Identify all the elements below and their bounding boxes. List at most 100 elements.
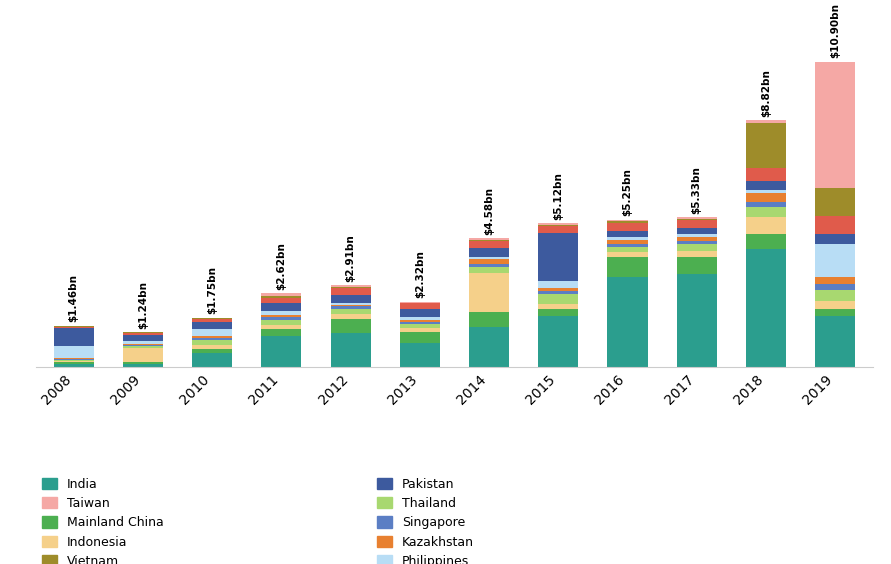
Text: $2.32bn: $2.32bn [415, 250, 425, 298]
Bar [538, 225, 578, 226]
Bar [815, 284, 855, 290]
Bar [192, 319, 233, 322]
Bar [192, 322, 233, 329]
Bar [400, 302, 440, 303]
Bar [331, 295, 371, 303]
Text: $8.82bn: $8.82bn [761, 69, 771, 117]
Bar [538, 226, 578, 233]
Bar [53, 328, 94, 346]
Bar [123, 341, 163, 343]
Bar [815, 233, 855, 244]
Bar [331, 285, 371, 287]
Bar [123, 363, 163, 364]
Bar [261, 329, 301, 336]
Bar [815, 188, 855, 215]
Bar [746, 201, 786, 207]
Bar [676, 274, 716, 367]
Bar [746, 207, 786, 217]
Bar [123, 343, 163, 345]
Bar [400, 322, 440, 324]
Bar [192, 318, 233, 319]
Bar [538, 303, 578, 309]
Bar [53, 363, 94, 364]
Bar [192, 336, 233, 338]
Bar [746, 120, 786, 123]
Bar [53, 364, 94, 367]
Bar [538, 281, 578, 288]
Bar [261, 293, 301, 296]
Bar [261, 297, 301, 303]
Bar [469, 241, 509, 248]
Bar [400, 343, 440, 367]
Bar [331, 305, 371, 306]
Bar [261, 303, 301, 311]
Bar [469, 312, 509, 328]
Bar [538, 316, 578, 367]
Text: $1.46bn: $1.46bn [69, 275, 78, 323]
Bar [400, 332, 440, 343]
Bar [469, 257, 509, 259]
Text: $5.25bn: $5.25bn [623, 169, 633, 217]
Bar [331, 333, 371, 367]
Bar [815, 301, 855, 309]
Bar [400, 320, 440, 322]
Bar [123, 346, 163, 349]
Bar [331, 306, 371, 309]
Text: $5.12bn: $5.12bn [553, 172, 563, 220]
Bar [538, 291, 578, 294]
Bar [746, 168, 786, 180]
Bar [192, 340, 233, 345]
Bar [608, 247, 648, 253]
Bar [123, 364, 163, 367]
Bar [123, 333, 163, 335]
Bar [469, 240, 509, 241]
Bar [192, 345, 233, 349]
Bar [676, 218, 716, 219]
Bar [815, 309, 855, 316]
Bar [123, 349, 163, 363]
Bar [538, 223, 578, 225]
Bar [53, 361, 94, 363]
Bar [331, 319, 371, 333]
Bar [538, 288, 578, 291]
Bar [538, 294, 578, 303]
Bar [815, 215, 855, 233]
Bar [192, 329, 233, 336]
Bar [400, 318, 440, 320]
Bar [261, 315, 301, 317]
Bar [53, 360, 94, 361]
Bar [261, 296, 301, 297]
Bar [746, 123, 786, 168]
Bar [746, 193, 786, 201]
Bar [261, 311, 301, 315]
Bar [608, 240, 648, 244]
Bar [400, 324, 440, 328]
Bar [746, 233, 786, 249]
Bar [469, 267, 509, 273]
Bar [331, 288, 371, 295]
Bar [538, 233, 578, 281]
Text: $1.75bn: $1.75bn [207, 266, 217, 314]
Bar [746, 249, 786, 367]
Bar [815, 316, 855, 367]
Bar [815, 61, 855, 188]
Bar [53, 346, 94, 358]
Bar [608, 244, 648, 247]
Bar [676, 233, 716, 236]
Text: $10.90bn: $10.90bn [830, 3, 840, 58]
Bar [261, 336, 301, 367]
Bar [331, 303, 371, 305]
Bar [400, 328, 440, 332]
Text: $2.62bn: $2.62bn [276, 242, 286, 290]
Legend: Pakistan, Thailand, Singapore, Kazakhstan, Philippines: Pakistan, Thailand, Singapore, Kazakhsta… [377, 478, 474, 564]
Bar [400, 309, 440, 318]
Text: $1.24bn: $1.24bn [138, 280, 148, 329]
Bar [676, 250, 716, 258]
Bar [746, 217, 786, 233]
Bar [53, 359, 94, 360]
Bar [469, 239, 509, 240]
Bar [608, 258, 648, 277]
Bar [469, 264, 509, 267]
Bar [192, 338, 233, 340]
Bar [676, 244, 716, 250]
